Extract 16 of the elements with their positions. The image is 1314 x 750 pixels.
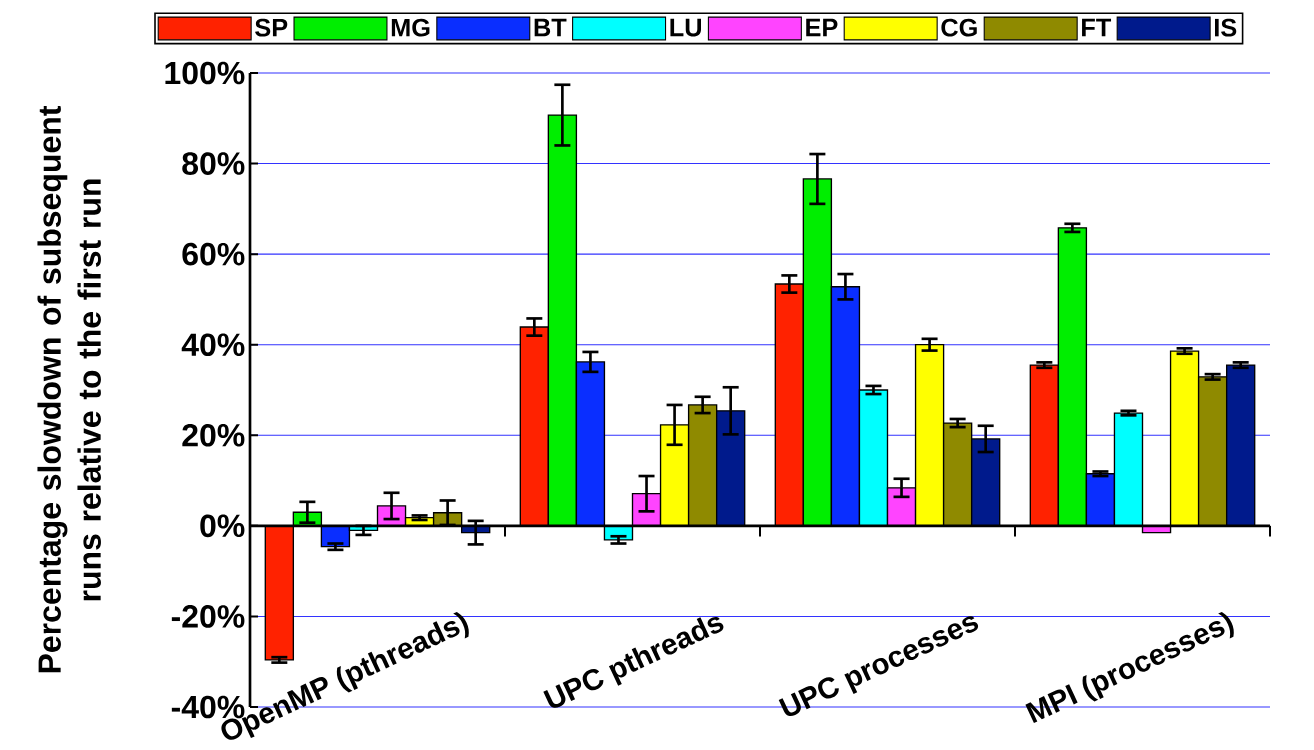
legend-label: EP xyxy=(806,18,838,37)
y-tick-label: 100% xyxy=(165,61,245,85)
legend-label: SP xyxy=(255,18,288,37)
legend-label: MG xyxy=(391,18,430,37)
y-tick-label: 80% xyxy=(182,152,245,175)
legend-label: BT xyxy=(534,18,567,37)
legend-label: CG xyxy=(941,18,977,37)
y-tick-label: -20% xyxy=(171,604,245,628)
legend-label: LU xyxy=(670,18,701,37)
legend-label: FT xyxy=(1082,18,1112,37)
y-axis-title: Percentage slowdown of subsequent runs relative to the first run xyxy=(37,105,101,673)
y-tick-label: 0% xyxy=(200,514,245,537)
y-tick-label: 60% xyxy=(182,242,245,266)
legend-label: IS xyxy=(1215,18,1237,37)
y-tick-label: 40% xyxy=(181,333,245,356)
y-tick-label: 20% xyxy=(182,423,245,447)
